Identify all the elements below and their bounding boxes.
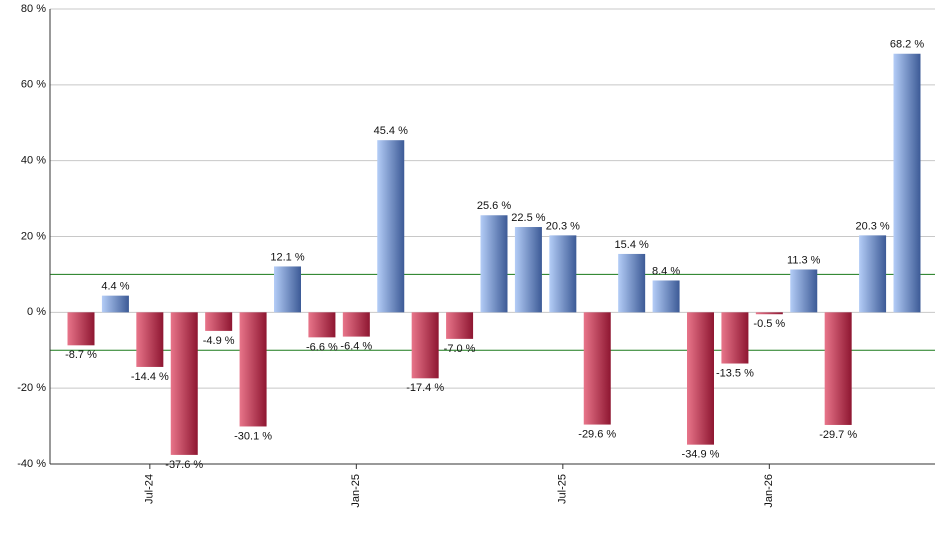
- bar: [824, 312, 852, 425]
- y-tick-label: -40 %: [17, 458, 46, 470]
- value-label: -7.0 %: [444, 343, 476, 355]
- value-label: -29.7 %: [819, 429, 857, 441]
- value-label: -17.4 %: [406, 382, 444, 394]
- value-label: 8.4 %: [652, 265, 680, 277]
- bar: [377, 140, 405, 313]
- bar: [514, 227, 542, 313]
- bar: [446, 312, 474, 339]
- value-label: 25.6 %: [477, 200, 511, 212]
- x-tick-label: Jan-25: [350, 474, 362, 508]
- bar: [755, 312, 783, 315]
- bar: [549, 235, 577, 313]
- value-label: -14.4 %: [131, 371, 169, 383]
- value-label: -37.6 %: [165, 459, 203, 471]
- x-tick-label: Jul-24: [144, 474, 156, 504]
- bar: [170, 312, 198, 455]
- y-tick-label: 40 %: [21, 155, 46, 167]
- bar: [239, 312, 267, 427]
- bar: [790, 269, 818, 313]
- bar: [67, 312, 95, 346]
- bar: [893, 53, 921, 313]
- value-label: 11.3 %: [787, 254, 821, 266]
- bar: [101, 295, 129, 313]
- bar: [687, 312, 714, 445]
- bar: [274, 266, 301, 313]
- y-tick-label: -20 %: [17, 382, 46, 394]
- bar: [652, 280, 680, 313]
- x-tick-label: Jan-26: [763, 474, 775, 508]
- value-label: 20.3 %: [546, 220, 580, 232]
- value-label: -8.7 %: [65, 349, 97, 361]
- value-label: 4.4 %: [101, 281, 129, 293]
- bar: [618, 253, 646, 313]
- value-label: 20.3 %: [855, 220, 889, 232]
- bar: [583, 312, 611, 425]
- bar: [308, 312, 336, 338]
- value-label: 68.2 %: [890, 39, 924, 51]
- bar: [342, 312, 370, 337]
- value-label: -29.6 %: [578, 428, 616, 440]
- bar: [480, 215, 508, 313]
- value-label: -30.1 %: [234, 430, 272, 442]
- bar: [721, 312, 749, 364]
- y-tick-label: 80 %: [21, 3, 46, 15]
- value-label: -0.5 %: [753, 318, 785, 330]
- value-label: -13.5 %: [716, 367, 754, 379]
- value-label: -4.9 %: [203, 335, 235, 347]
- value-label: 45.4 %: [374, 125, 408, 137]
- bar: [205, 312, 233, 331]
- value-label: 22.5 %: [511, 212, 545, 224]
- bar: [411, 312, 439, 379]
- value-label: 12.1 %: [270, 251, 304, 263]
- value-label: -6.6 %: [306, 341, 338, 353]
- y-tick-label: 20 %: [21, 230, 46, 242]
- value-label: 15.4 %: [615, 239, 649, 251]
- x-tick-label: Jul-25: [557, 474, 569, 504]
- value-label: -34.9 %: [682, 449, 720, 461]
- value-label: -6.4 %: [340, 341, 372, 353]
- y-tick-label: 60 %: [21, 79, 46, 91]
- bar: [136, 312, 164, 367]
- bar: [859, 235, 887, 313]
- y-tick-label: 0 %: [27, 306, 46, 318]
